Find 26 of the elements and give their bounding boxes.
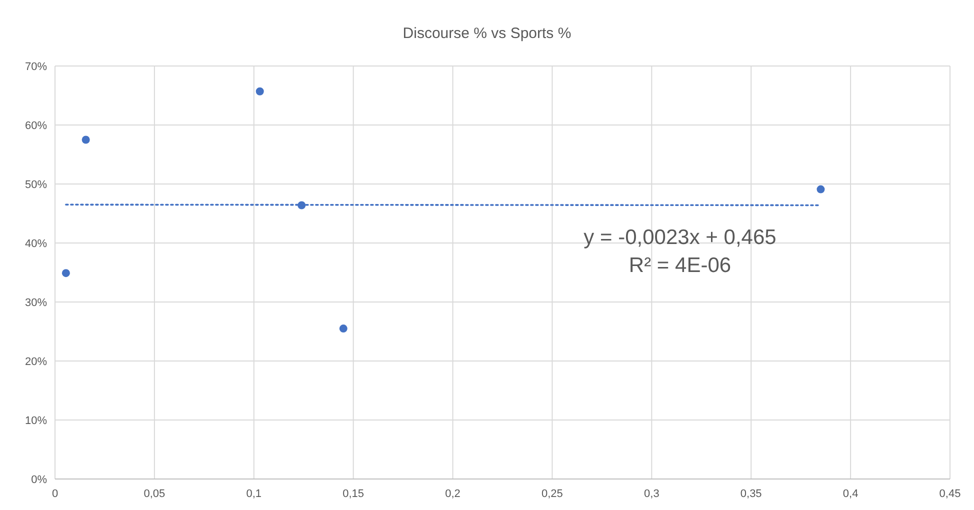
x-tick-label: 0,4 — [842, 488, 858, 500]
annotation: y = -0,0023x + 0,465 — [584, 226, 776, 249]
y-tick-label: 0% — [31, 474, 48, 486]
y-tick-label: 10% — [24, 414, 48, 427]
y-tick-label: 30% — [24, 296, 48, 309]
x-tick-label: 0,35 — [740, 488, 762, 500]
annotation: R² = 4E-06 — [628, 254, 732, 277]
chart-title: Discourse % vs Sports % — [402, 25, 572, 42]
x-tick-label: 0,45 — [939, 488, 961, 500]
x-tick-label: 0,3 — [644, 488, 660, 500]
point — [816, 185, 825, 194]
x-tick-label: 0,15 — [342, 488, 364, 500]
y-tick-label: 20% — [24, 356, 48, 368]
x-tick-label: 0,2 — [445, 488, 460, 500]
y-tick-label: 60% — [24, 120, 48, 132]
point — [256, 87, 264, 96]
x-tick-label: 0,25 — [542, 488, 563, 500]
point — [62, 269, 70, 278]
y-tick-label: 70% — [24, 60, 48, 73]
point — [339, 324, 348, 333]
x-tick-label: 0,05 — [144, 488, 166, 500]
x-tick-label: 0,1 — [246, 488, 262, 500]
y-tick-label: 40% — [24, 238, 48, 250]
point — [82, 136, 90, 144]
x-tick-label: 0 — [52, 488, 58, 500]
y-tick-label: 50% — [24, 178, 48, 191]
